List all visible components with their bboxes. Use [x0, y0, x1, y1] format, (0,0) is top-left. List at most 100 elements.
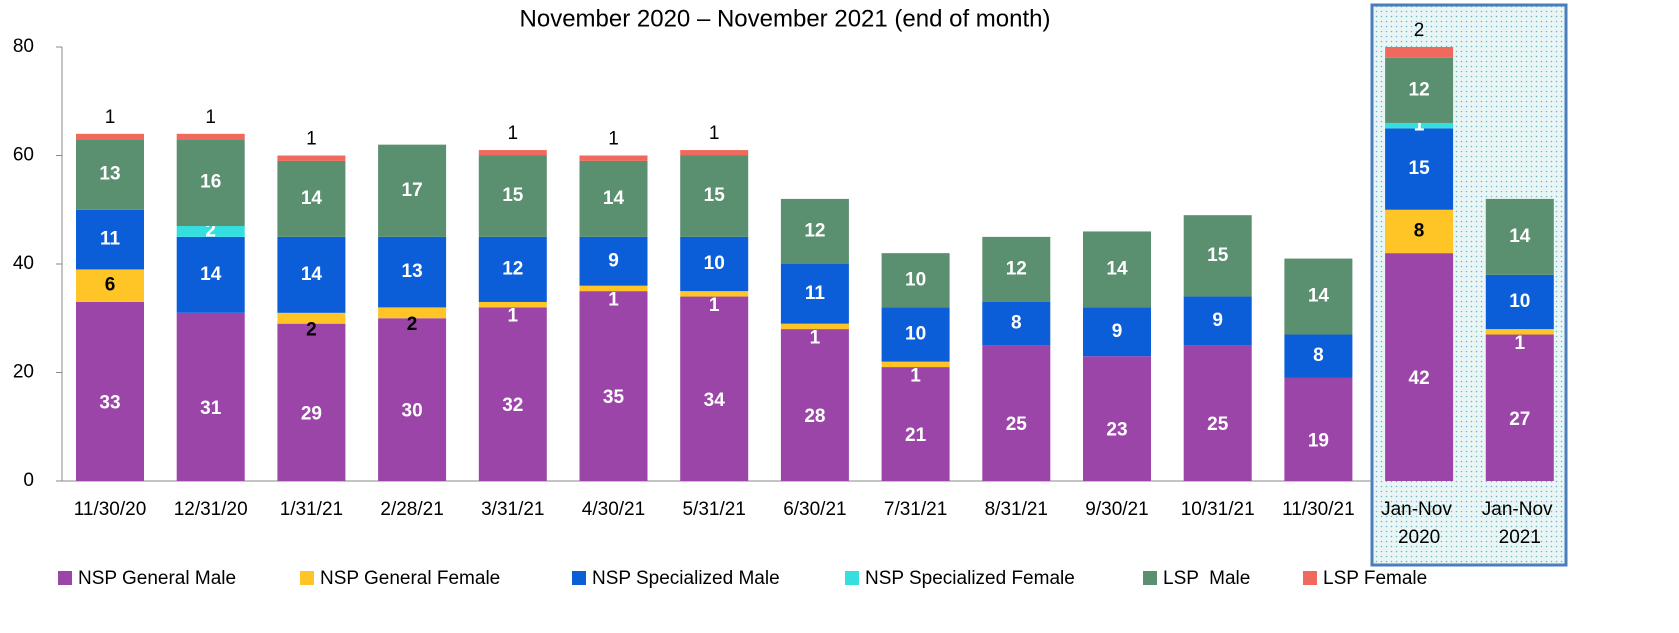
bar-segment	[478, 301, 547, 308]
bar-segment	[176, 133, 245, 140]
data-label: 15	[502, 185, 524, 206]
x-tick-label: 5/31/21	[682, 499, 745, 520]
x-tick-label: 11/30/21	[1282, 499, 1355, 520]
y-tick-label: 20	[13, 362, 34, 383]
data-label: 1	[105, 107, 116, 128]
data-label: 9	[608, 250, 619, 271]
bar-segment	[579, 285, 648, 292]
bar-segment	[1385, 122, 1454, 129]
data-label: 19	[1308, 430, 1329, 451]
data-label: 17	[402, 180, 423, 201]
x-tick-label: 2/28/21	[380, 499, 443, 520]
bar-segment	[1183, 345, 1252, 481]
bar-segment	[176, 226, 245, 237]
bar-segment	[1083, 307, 1151, 357]
data-label: 11	[100, 229, 121, 250]
x-tick-label: 6/30/21	[783, 499, 846, 520]
x-tick-label: 9/30/21	[1085, 499, 1148, 520]
data-label: 32	[502, 395, 523, 416]
bar-segment	[176, 139, 245, 227]
x-tick-label: Jan-Nov 2020	[1381, 499, 1457, 548]
bar-segment	[76, 301, 144, 481]
x-tick-label: Jan-Nov 2021	[1482, 499, 1558, 548]
data-label: 23	[1106, 420, 1127, 441]
bar-segment	[277, 323, 346, 481]
bar-segment	[378, 144, 447, 237]
legend-swatch	[300, 571, 314, 585]
y-tick-label: 80	[13, 36, 34, 57]
data-label: 14	[1106, 258, 1128, 279]
bar-segment	[1385, 209, 1454, 254]
data-label: 1	[508, 123, 519, 144]
bar-segment	[478, 150, 547, 156]
legend-swatch	[1303, 571, 1317, 585]
bar-segment	[579, 291, 648, 481]
bar-segment	[1485, 198, 1554, 275]
data-label: 1	[810, 327, 821, 348]
data-label: 14	[603, 188, 625, 209]
data-label: 12	[502, 258, 523, 279]
bar-segment	[1485, 334, 1554, 481]
data-label: 8	[1011, 313, 1022, 334]
legend-label: LSP Female	[1323, 568, 1427, 589]
bar-segment	[780, 329, 849, 481]
data-label: 8	[1414, 220, 1425, 241]
x-tick-label: 1/31/21	[280, 499, 343, 520]
bar-segment	[1485, 274, 1554, 330]
data-label: 12	[1409, 79, 1430, 100]
x-tick-label: 4/30/21	[582, 499, 645, 520]
bar-segment	[680, 236, 749, 292]
bar-segment	[76, 209, 144, 270]
bar-segment	[680, 155, 749, 237]
data-label: 9	[1112, 321, 1123, 342]
data-label: 25	[1207, 414, 1229, 435]
bar-segment	[680, 150, 749, 156]
bar-segment	[881, 367, 950, 481]
data-label: 14	[301, 264, 323, 285]
bar-segment	[277, 160, 346, 237]
data-label: 30	[402, 401, 423, 422]
bar-segment	[780, 198, 849, 264]
data-label: 42	[1409, 368, 1430, 389]
x-tick-label: 3/31/21	[481, 499, 544, 520]
bar-segment	[378, 318, 447, 481]
x-tick-label: 7/31/21	[884, 499, 947, 520]
data-label: 25	[1006, 414, 1028, 435]
data-label: 13	[99, 164, 120, 185]
bar-segment	[579, 160, 648, 237]
x-tick-label: 11/30/20	[74, 499, 147, 520]
bar-segment	[1083, 231, 1151, 308]
data-label: 2	[306, 319, 317, 340]
data-label: 6	[105, 275, 116, 296]
bar-segment	[378, 307, 447, 319]
bar-segment	[780, 323, 849, 330]
data-label: 1	[608, 289, 619, 310]
y-tick-label: 40	[13, 253, 34, 274]
data-label: 27	[1509, 409, 1530, 430]
data-label: 1	[1515, 333, 1526, 354]
data-label: 1	[508, 306, 519, 327]
data-label: 9	[1212, 310, 1223, 331]
data-label: 2	[205, 220, 216, 241]
bar-segment	[1385, 47, 1454, 58]
legend-label: NSP Specialized Male	[592, 568, 780, 589]
bar-segment	[579, 155, 648, 161]
bar-segment	[176, 312, 245, 481]
data-label: 13	[402, 261, 423, 282]
legend-swatch	[572, 571, 586, 585]
data-label: 16	[200, 172, 221, 193]
data-label: 15	[1207, 245, 1229, 266]
data-label: 1	[205, 107, 216, 128]
data-label: 10	[905, 324, 926, 345]
data-label: 14	[200, 264, 222, 285]
bar-segment	[982, 301, 1051, 346]
bar-segment	[881, 307, 950, 362]
data-label: 1	[306, 129, 317, 150]
legend-label: LSP Male	[1163, 568, 1250, 589]
bar-segment	[1183, 296, 1252, 346]
data-label: 12	[1006, 258, 1027, 279]
bar-segment	[76, 269, 144, 302]
bar-segment	[881, 253, 950, 308]
data-label: 34	[704, 390, 726, 411]
bar-segment	[277, 312, 346, 324]
